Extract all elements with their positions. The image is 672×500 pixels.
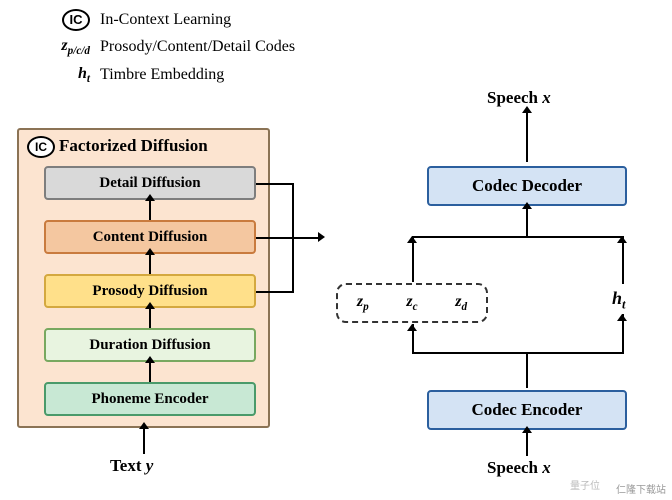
legend-h-label: Timbre Embedding [100, 63, 224, 87]
codec-encoder: Codec Encoder [427, 390, 627, 430]
z-c: zc [406, 293, 417, 313]
factorized-title: Factorized Diffusion [59, 136, 208, 156]
codec-encoder-label: Codec Encoder [472, 400, 583, 420]
watermark-faint: 量子位 [570, 477, 600, 492]
speech-out-label: Speech x [487, 88, 551, 108]
legend-ic: IC In-Context Learning [20, 8, 295, 32]
codec-decoder-label: Codec Decoder [472, 176, 582, 196]
z-codes-box: zp zc zd [336, 283, 488, 323]
ic-badge-icon: IC [62, 9, 90, 31]
arrowhead-icon [407, 324, 417, 331]
arrow-up-icon [526, 208, 528, 236]
arrowhead-icon [617, 314, 627, 321]
speech-in-label: Speech x [487, 458, 551, 478]
legend-z-label: Prosody/Content/Detail Codes [100, 35, 295, 59]
legend-z-key: zp/c/d [20, 34, 90, 60]
arrow-up-icon [526, 112, 528, 162]
left-panel: IC Factorized Diffusion Detail Diffusion… [12, 120, 317, 490]
ht-label: ht [612, 288, 626, 313]
connector-line [292, 237, 318, 239]
z-d: zd [455, 293, 467, 313]
legend-z: zp/c/d Prosody/Content/Detail Codes [20, 34, 295, 60]
arrow-up-icon [149, 362, 151, 382]
right-panel: Speech x Codec Decoder zp zc zd ht Codec… [322, 88, 662, 498]
connector-line [256, 183, 292, 185]
arrowhead-icon [407, 236, 417, 243]
arrow-up-icon [526, 432, 528, 456]
z-p: zp [357, 293, 369, 313]
arrow-up-icon [149, 308, 151, 328]
module-phoneme-encoder: Phoneme Encoder [44, 382, 256, 416]
connector-line [256, 237, 292, 239]
connector-line [622, 236, 624, 284]
factorized-diffusion-box: IC Factorized Diffusion Detail Diffusion… [17, 128, 270, 428]
codec-decoder: Codec Decoder [427, 166, 627, 206]
arrowhead-icon [617, 236, 627, 243]
legend-h-key: ht [20, 62, 90, 88]
legend: IC In-Context Learning zp/c/d Prosody/Co… [20, 8, 295, 90]
ic-badge-icon: IC [27, 136, 55, 158]
legend-h: ht Timbre Embedding [20, 62, 295, 88]
connector-line [412, 236, 624, 238]
text-y-label: Text y [110, 456, 153, 476]
connector-line [412, 352, 624, 354]
connector-line [526, 352, 528, 388]
legend-ic-label: In-Context Learning [100, 8, 231, 32]
arrow-up-icon [149, 254, 151, 274]
arrow-up-icon [143, 428, 145, 454]
connector-line [256, 291, 292, 293]
arrow-up-icon [149, 200, 151, 220]
watermark: 仁隆下载站 [616, 481, 666, 496]
